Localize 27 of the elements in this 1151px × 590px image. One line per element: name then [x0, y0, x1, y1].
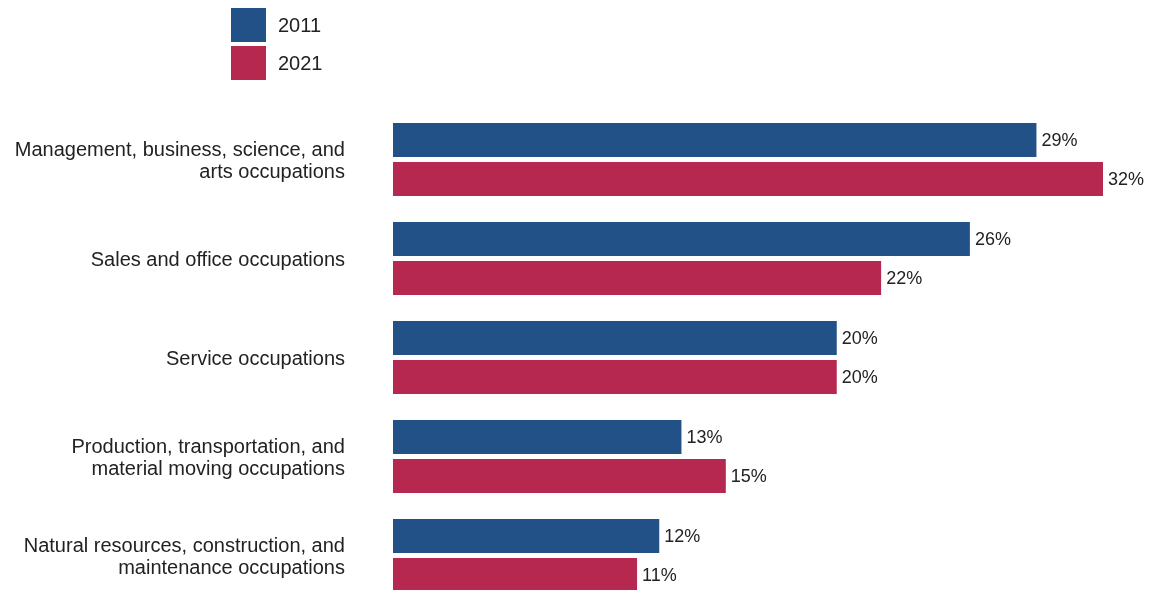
bar — [393, 261, 882, 295]
y-tick-label: Natural resources, construction, and maintenance occupations — [23, 533, 345, 578]
data-label: 26% — [974, 229, 1011, 250]
bar — [393, 459, 726, 493]
bar — [393, 558, 638, 590]
data-label: 13% — [686, 427, 723, 448]
bar — [393, 519, 660, 553]
data-label: 32% — [1108, 169, 1145, 190]
data-label: 20% — [841, 328, 878, 349]
bar — [393, 222, 970, 256]
legend-label: 2021 — [278, 52, 323, 74]
legend-label: 2011 — [278, 14, 322, 36]
y-tick-label: Production, transportation, and material moving occupations — [71, 434, 345, 479]
bar — [393, 360, 837, 394]
data-label: 12% — [664, 526, 701, 547]
y-tick-label: Sales and office occupations — [90, 247, 345, 270]
y-tick-label: Management, business, science, and arts occupations — [14, 137, 345, 182]
bar — [393, 162, 1103, 196]
bar — [393, 321, 837, 355]
bar — [393, 420, 682, 454]
data-label: 15% — [730, 466, 767, 487]
data-label: 29% — [1041, 130, 1078, 151]
data-label: 22% — [886, 268, 923, 289]
data-label: 11% — [642, 565, 677, 586]
data-label: 20% — [841, 367, 878, 388]
y-tick-label: Service occupations — [166, 346, 345, 369]
bar — [393, 123, 1037, 157]
